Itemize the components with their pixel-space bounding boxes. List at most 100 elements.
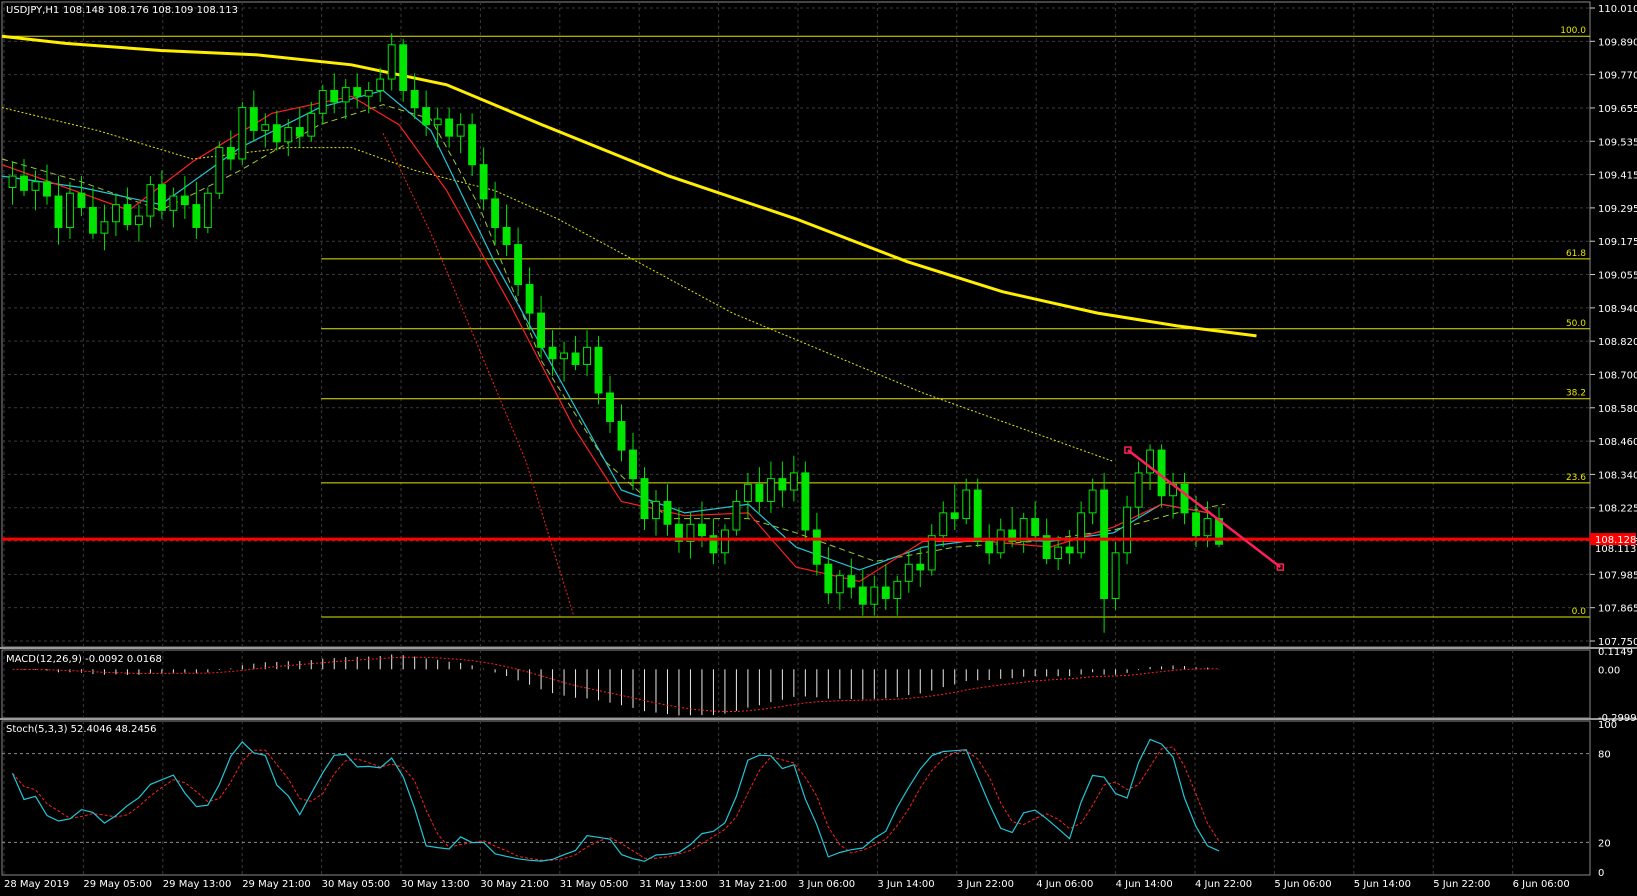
candle-body — [720, 529, 729, 554]
price-tick-label: 109.535 — [1598, 137, 1637, 148]
fib-level-label: 100.0 — [1560, 26, 1586, 36]
price-tick-label: 109.295 — [1598, 204, 1637, 215]
candle-body — [881, 586, 890, 599]
price-tick-label: 108.225 — [1598, 504, 1637, 515]
candle-body — [824, 563, 833, 594]
candle-body — [1146, 449, 1155, 474]
time-tick-label: 30 May 05:00 — [322, 879, 391, 890]
trendline-handle[interactable] — [1276, 563, 1285, 571]
candle-body — [962, 489, 971, 520]
stoch-main-line — [11, 738, 1220, 862]
price-tick-label: 109.890 — [1598, 37, 1637, 48]
candle-body — [43, 181, 51, 197]
macd-tick-label: 0.00 — [1598, 665, 1620, 676]
candle-body — [20, 175, 28, 191]
candle-body — [675, 523, 683, 542]
candle-body — [996, 529, 1005, 554]
candle-body — [1008, 529, 1017, 542]
candle-body — [870, 586, 879, 605]
time-tick-label: 29 May 05:00 — [83, 879, 152, 890]
candle-body — [468, 124, 477, 166]
candle-body — [548, 346, 557, 360]
time-tick-label: 29 May 13:00 — [163, 879, 232, 890]
candle-body — [812, 529, 821, 565]
candle-body — [410, 89, 419, 109]
candle-body — [1077, 512, 1086, 554]
candle-body — [54, 195, 63, 228]
time-tick-label: 4 Jun 06:00 — [1036, 879, 1093, 890]
candle-body — [100, 221, 109, 234]
candle-body — [939, 512, 948, 537]
candle-body — [560, 352, 569, 360]
candle-body — [1134, 472, 1143, 508]
candle-body — [146, 184, 155, 217]
candle-body — [858, 586, 867, 605]
price-tick-label: 108.700 — [1598, 370, 1637, 381]
stoch-tick-label: 80 — [1598, 750, 1611, 761]
ma-yellow-dotted-line — [1, 107, 1114, 462]
grid-stoch — [2, 721, 1590, 875]
stoch-tick-label: 0 — [1598, 868, 1604, 879]
stoch-tick-label: 20 — [1598, 838, 1611, 849]
candle-body — [88, 206, 97, 234]
candle-body — [399, 44, 408, 91]
candle-body — [8, 175, 17, 189]
candle-body — [640, 478, 649, 520]
grid-macd — [3, 650, 1514, 718]
candle-body — [743, 483, 752, 502]
candle-body — [1203, 518, 1212, 537]
candle-body — [1100, 489, 1109, 599]
stoch-panel[interactable] — [1, 720, 1591, 876]
stoch-signal-line — [12, 746, 1220, 861]
current-price-label: 108.128 — [1595, 535, 1636, 546]
candle-body — [123, 204, 132, 226]
time-tick-label: 5 Jun 06:00 — [1274, 879, 1331, 890]
fib-level-label: 23.6 — [1566, 473, 1586, 483]
candle-body — [686, 523, 695, 542]
candle-body — [479, 164, 488, 200]
main-panel[interactable] — [1, 1, 1591, 648]
time-tick-label: 4 Jun 22:00 — [1195, 879, 1252, 890]
price-tick-label: 109.655 — [1598, 104, 1637, 115]
candle-body — [1123, 506, 1132, 554]
candle-body — [445, 118, 454, 137]
candle-body — [491, 198, 500, 228]
time-tick-label: 28 May 2019 — [4, 879, 69, 890]
candle-body — [789, 472, 798, 491]
macd-tick-label: 0.1149 — [1598, 647, 1633, 658]
stoch-label: Stoch(5,3,3) 52.4046 48.2456 — [6, 724, 157, 735]
candle-body — [295, 127, 304, 137]
candle-body — [606, 392, 614, 423]
candle-body — [249, 107, 258, 131]
trendline[interactable] — [1124, 446, 1285, 571]
time-tick-label: 29 May 21:00 — [242, 879, 311, 890]
trendline-handle[interactable] — [1124, 446, 1132, 454]
macd-tick-label: -0.2999 — [1598, 713, 1637, 724]
candle-body — [766, 478, 775, 502]
candle-body — [353, 87, 362, 97]
candle-body — [629, 449, 637, 480]
candle-body — [318, 89, 327, 114]
candle-body — [709, 535, 718, 554]
price-tick-label: 108.340 — [1598, 470, 1637, 481]
candle-body — [847, 575, 856, 588]
candle-body — [950, 512, 959, 520]
macd-panel[interactable] — [1, 649, 1591, 719]
price-tick-label: 109.415 — [1598, 171, 1637, 182]
candle-body — [652, 500, 660, 520]
symbol-label: USDJPY,H1 — [6, 5, 59, 16]
candle-body — [203, 192, 212, 228]
candle-body — [307, 112, 316, 137]
fib-level-label: 61.8 — [1566, 249, 1586, 259]
price-tick-label: 107.985 — [1598, 570, 1637, 581]
price-tick-label: 109.175 — [1598, 237, 1637, 248]
trendline-segment[interactable] — [1127, 449, 1282, 569]
ma-slow-yellow-line — [1, 34, 1257, 338]
time-tick-label: 30 May 13:00 — [401, 879, 470, 890]
candle-body — [617, 421, 626, 451]
time-axis: 28 May 2019 29 May 05:00 29 May 13:00 29 Ma… — [4, 879, 1570, 890]
candle-body — [77, 192, 86, 208]
candle-body — [284, 127, 293, 143]
time-tick-label: 30 May 21:00 — [480, 879, 549, 890]
candle-body — [985, 540, 994, 554]
